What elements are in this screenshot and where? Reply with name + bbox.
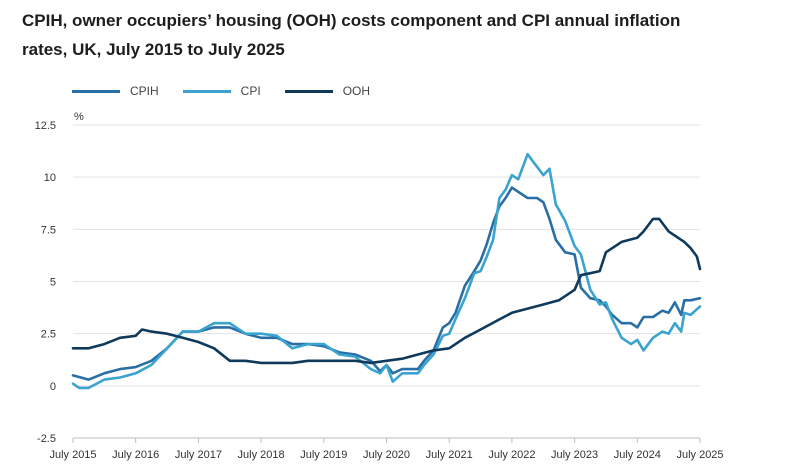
y-tick-label: 10: [44, 172, 56, 184]
x-tick-label: July 2018: [238, 449, 285, 461]
x-tick-label: July 2024: [614, 449, 661, 461]
legend-label-cpih: CPIH: [130, 84, 159, 98]
legend-swatch-ooh: [284, 89, 333, 93]
series-line-cpih: [71, 186, 702, 381]
y-tick-label: 0: [50, 381, 56, 393]
series-line-ooh: [71, 217, 702, 365]
y-tick-label: 7.5: [41, 224, 56, 236]
x-tick-label: July 2015: [49, 449, 96, 461]
x-tick-label: July 2025: [676, 449, 723, 461]
y-unit-label: %: [74, 111, 84, 123]
x-tick-label: July 2017: [175, 449, 222, 461]
x-tick-label: July 2022: [488, 449, 535, 461]
chart-title: CPIH, owner occupiers’ housing (OOH) cos…: [22, 11, 681, 59]
x-tick-label: July 2023: [551, 449, 598, 461]
legend-label-cpi: CPI: [240, 84, 261, 98]
legend-item-cpih: CPIH: [72, 84, 159, 98]
chart-legend: CPIH CPI OOH: [72, 84, 370, 98]
x-tick-label: July 2020: [363, 449, 410, 461]
x-tick-label: July 2021: [426, 449, 473, 461]
legend-label-ooh: OOH: [342, 84, 371, 98]
legend-item-ooh: OOH: [284, 84, 371, 98]
x-tick-label: July 2016: [112, 449, 159, 461]
y-tick-label: -2.5: [37, 433, 56, 445]
legend-item-cpi: CPI: [182, 84, 261, 98]
y-tick-label: 5: [50, 277, 56, 289]
series-line-cpi: [71, 152, 702, 390]
y-tick-label: 12.5: [35, 120, 56, 132]
legend-swatch-cpi: [182, 89, 231, 93]
y-tick-label: 2.5: [41, 329, 56, 341]
legend-swatch-cpih: [72, 89, 120, 93]
x-tick-label: July 2019: [300, 449, 347, 461]
